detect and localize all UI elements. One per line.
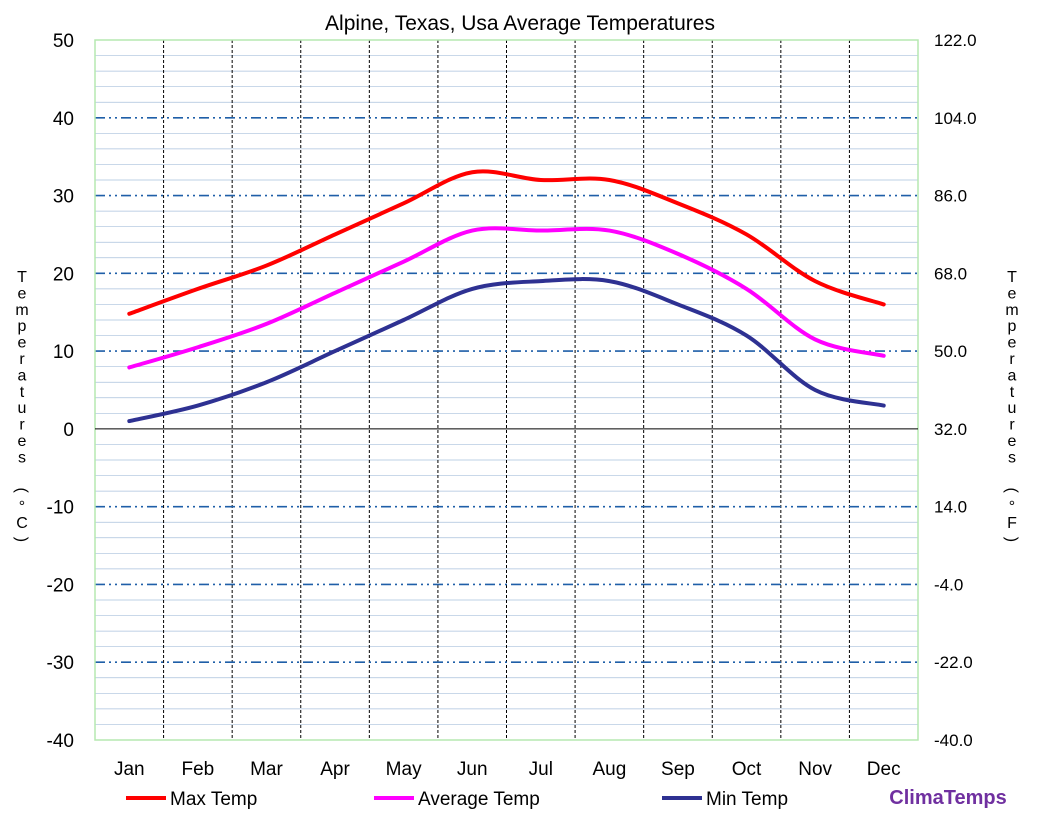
axis-label-char: F [1007,515,1017,532]
min-temp-legend-label: Min Temp [706,789,788,810]
axis-label-char: a [18,367,27,384]
left-tick-label: 30 [53,187,74,208]
legend: Max Temp Average Temp Min Temp [126,789,788,810]
axis-label-char: T [17,269,27,286]
axis-label-char: s [1008,449,1016,466]
chart-title: Alpine, Texas, Usa Average Temperatures [325,12,715,35]
month-label: Dec [867,759,901,780]
left-tick-label: 40 [53,109,74,130]
axis-label-char: e [1008,433,1017,450]
month-label: Jun [457,759,488,780]
month-label: Feb [182,759,215,780]
month-label: Oct [732,759,762,780]
right-tick-label: 32.0 [934,420,967,439]
right-tick-label: -22.0 [934,653,973,672]
axis-label-char: e [18,285,27,302]
axis-label-char: e [1008,285,1017,302]
left-tick-label: 50 [53,31,74,52]
axis-label-char: ° [19,499,25,516]
axis-label-char: e [1008,335,1017,352]
right-tick-label: -4.0 [934,575,963,594]
month-label: Jul [529,759,553,780]
axis-label-char: r [1009,417,1015,434]
month-label: May [386,759,422,780]
axis-label-char: ( [1003,488,1020,494]
right-tick-label: 86.0 [934,187,967,206]
axis-label-char: r [1009,351,1015,368]
axis-label-char: ° [1009,499,1015,516]
left-axis-label: Temperatures(°C) [13,269,30,542]
major-gridlines [95,116,918,664]
left-tick-label: -40 [47,731,74,752]
axis-label-char: m [15,302,28,319]
axis-label-char: ) [13,537,30,542]
axis-label-char: p [18,318,27,335]
right-tick-label: 50.0 [934,342,967,361]
axis-label-char: t [20,384,25,401]
min-temp-line [127,277,886,424]
month-label: Apr [320,759,350,780]
month-label: Sep [661,759,695,780]
average-temp-line [127,226,886,370]
month-label: Mar [250,759,283,780]
axis-label-char: a [1008,367,1017,384]
axis-label-char: r [19,417,25,434]
axis-label-char: u [1008,400,1017,417]
axis-label-char: s [18,449,26,466]
max-temp-legend-label: Max Temp [170,789,257,810]
axis-label-char: p [1008,318,1017,335]
left-tick-label: -10 [47,498,74,519]
left-tick-label: 10 [53,342,74,363]
average-temp-legend-label: Average Temp [418,789,540,810]
axis-label-char: t [1010,384,1015,401]
axis-label-char: r [19,351,25,368]
right-tick-label: 68.0 [934,264,967,283]
left-tick-label: 0 [63,420,74,441]
month-label: Jan [114,759,145,780]
plot-frame [94,39,919,741]
month-gridlines [163,40,850,740]
right-axis-label: Temperatures(°F) [1003,269,1020,542]
right-tick-label: 14.0 [934,498,967,517]
series-lines [127,169,886,424]
climatemps-logo: ClimaTemps [889,787,1006,809]
axis-label-char: ) [1003,537,1020,542]
axis-label-char: C [16,515,28,532]
left-axis-ticks: 50 40 30 20 10 0 -10 -20 -30 -40 [47,31,74,752]
left-tick-label: -30 [47,653,74,674]
x-axis-month-labels: Jan Feb Mar Apr May Jun Jul Aug Sep Oct Nov Dec [114,759,901,780]
axis-label-char: u [18,400,27,417]
axis-label-char: ( [13,488,30,494]
axis-label-char: e [18,433,27,450]
right-tick-label: 122.0 [934,31,977,50]
axis-label-char: e [18,335,27,352]
left-tick-label: -20 [47,575,74,596]
right-tick-label: 104.0 [934,109,977,128]
max-temp-line [127,169,886,316]
axis-label-char: m [1005,302,1018,319]
month-label: Nov [798,759,832,780]
left-tick-label: 20 [53,264,74,285]
right-tick-label: -40.0 [934,731,973,750]
month-label: Aug [592,759,626,780]
axis-label-char: T [1007,269,1017,286]
right-axis-ticks: 122.0 104.0 86.0 68.0 50.0 32.0 14.0 -4.0 -22.0 -… [934,31,977,750]
